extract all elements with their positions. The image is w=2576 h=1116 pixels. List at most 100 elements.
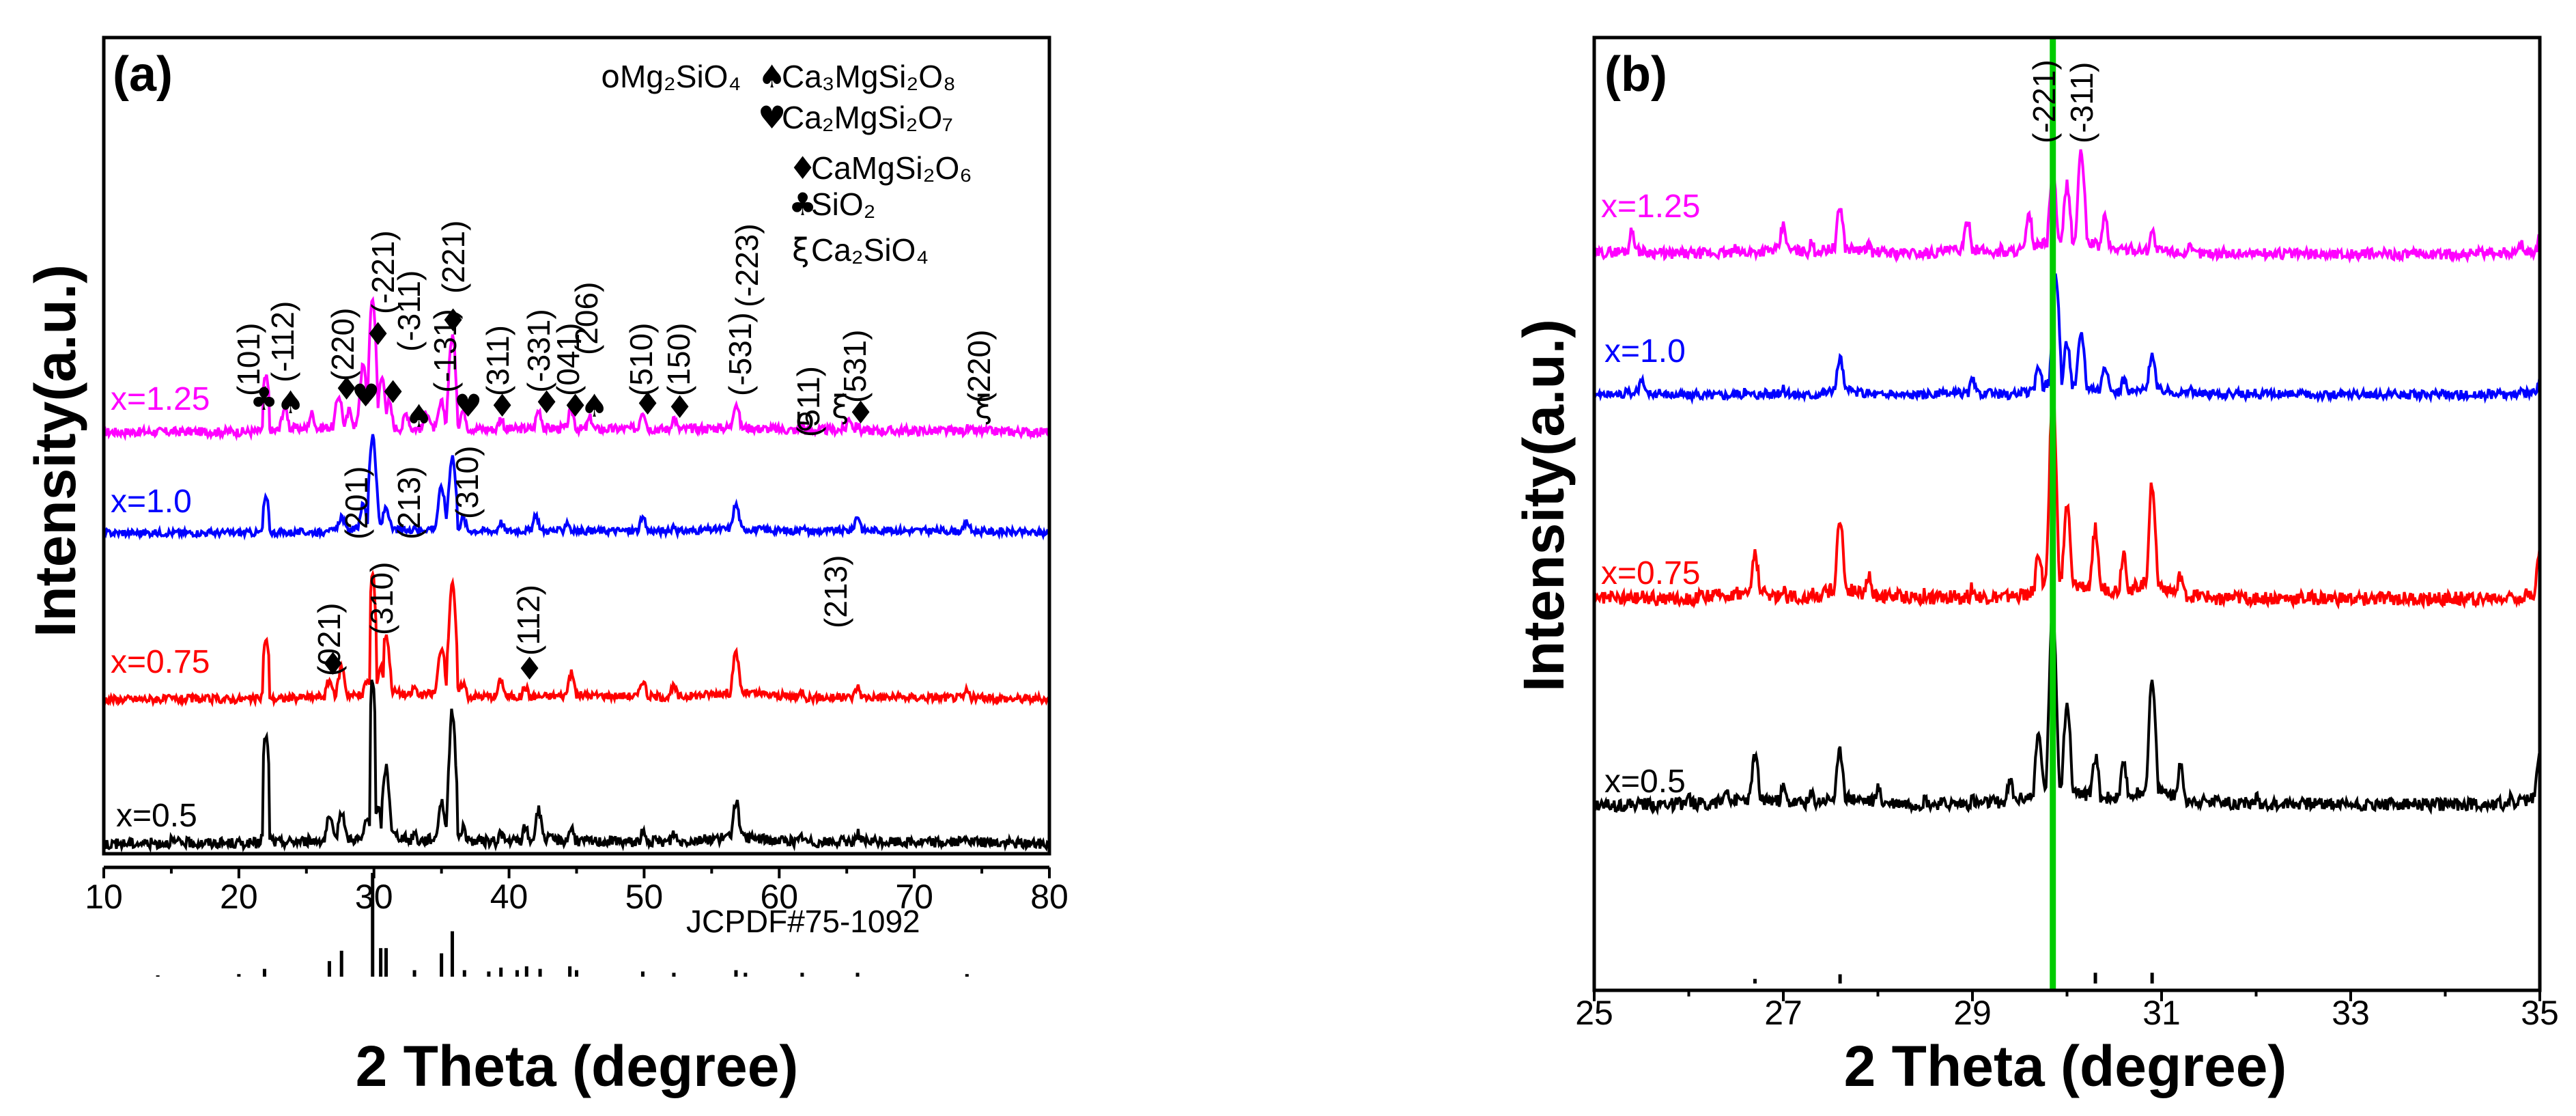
- x-tick-label: 35: [2521, 994, 2559, 1032]
- marker-camgsi2o6-l: ♦: [515, 650, 543, 687]
- peak-label-m223: (-223): [729, 223, 765, 307]
- marker-ca3mgsi2o8-c: ♠: [580, 387, 608, 424]
- panel-b-series-label-x1-25: x=1.25: [1601, 189, 1700, 225]
- x-tick-label: 27: [1764, 994, 1802, 1032]
- peak-label-021: (021): [311, 603, 347, 676]
- peak-label-m531: (-531): [722, 312, 758, 396]
- panel-b-label: (b): [1604, 47, 1667, 102]
- panel-a: 10 20 30 40 50 60 70 80 (a) 2 Theta (degree) In…: [23, 36, 1068, 1098]
- legend-text-ca2sio4: Ca₂SiO₄: [811, 232, 929, 268]
- series-label-x0-75: x=0.75: [111, 644, 210, 680]
- phase-legend: o Mg₂SiO₄ ♠ Ca₃MgSi₂O₈ ♥ Ca₂MgSi₂O₇ ♦ Ca…: [601, 58, 972, 268]
- marker-camgsi2o6-j: ♦: [847, 394, 875, 431]
- peak-label-206: (206): [569, 282, 604, 355]
- series-line-x-1-25: [103, 296, 1051, 442]
- panel-a-peak-labels: (101) (-112) (220) (-221) (-311) (-131) …: [231, 221, 997, 676]
- marker-ca3mgsi2o8-b: ♠: [405, 397, 433, 434]
- x-tick-label: 25: [1575, 994, 1613, 1032]
- x-tick-label: 70: [895, 878, 933, 916]
- series-label-x1-25: x=1.25: [111, 381, 210, 417]
- marker-ca2mgsi2o7-b: ♥: [454, 387, 482, 424]
- panel-b: 25 27 29 31 33 35 (b) 2 Theta (degree) Intens…: [1512, 36, 2559, 1098]
- marker-camgsi2o6-b: ♦: [364, 316, 392, 352]
- x-tick-label: 10: [85, 878, 123, 916]
- peak-label-112: (112): [511, 585, 546, 656]
- peak-label-150: (150): [661, 323, 696, 396]
- panel-b-x-ticks: 25 27 29 31 33 35: [1575, 990, 2559, 1032]
- reference-label-jcpdf: JCPDF#75-1092: [686, 904, 920, 939]
- panel-a-series: [102, 296, 1051, 854]
- panel-b-series-label-x0-75: x=0.75: [1601, 555, 1700, 591]
- x-tick-label: 30: [355, 878, 393, 916]
- x-tick-label: 40: [490, 878, 528, 916]
- x-tick-label: 80: [1030, 878, 1068, 916]
- panel-a-plot-frame: [102, 36, 1051, 856]
- series-line-x-1-0: [102, 434, 1051, 541]
- series-line-x-0-5: [102, 679, 1050, 854]
- panel-b-y-axis-title: Intensity(a.u.): [1512, 319, 1576, 692]
- peak-label-213: (213): [391, 466, 427, 540]
- legend-symbol-ca2mgsi2o7: ♥: [758, 99, 786, 136]
- peak-label-511: (511): [791, 366, 826, 437]
- panel-b-series-label-x0-5: x=0.5: [1604, 764, 1686, 800]
- legend-symbol-camgsi2o6: ♦: [789, 150, 817, 186]
- legend-text-ca2mgsi2o7: Ca₂MgSi₂O₇: [782, 100, 953, 135]
- panel-a-x-axis-title: 2 Theta (degree): [356, 1034, 799, 1098]
- panel-b-series: [1593, 149, 2541, 816]
- panel-b-x-axis-title: 2 Theta (degree): [1844, 1034, 2287, 1098]
- peak-label-213b: (213): [818, 555, 853, 628]
- x-tick-label: 31: [2142, 994, 2181, 1032]
- marker-camgsi2o6-f: ♦: [533, 384, 561, 421]
- panel-a-reference-sticks: [156, 873, 969, 977]
- x-tick-label: 20: [220, 878, 258, 916]
- legend-text-ca3mgsi2o8: Ca₃MgSi₂O₈: [782, 59, 956, 94]
- peak-label-220b: (220): [961, 330, 997, 403]
- marker-camgsi2o6: ♦: [332, 370, 360, 407]
- marker-camgsi2o6-i: ♦: [666, 389, 694, 426]
- series-line-x-0-75: [1594, 387, 2541, 610]
- series-label-x1-0: x=1.0: [111, 484, 192, 520]
- peak-label-311: (311): [480, 325, 515, 396]
- marker-camgsi2o6-c: ♦: [379, 374, 407, 410]
- marker-ca2sio4-b: ξ: [975, 389, 993, 426]
- panel-b-series-label-x1-0: x=1.0: [1604, 333, 1686, 369]
- marker-camgsi2o6-g: ♦: [561, 387, 589, 424]
- marker-ca2sio4: ξ: [832, 389, 849, 426]
- panel-a-y-axis-title: Intensity(a.u.): [23, 264, 87, 637]
- marker-camgsi2o6-k: ♦: [319, 645, 347, 682]
- peak-label-m311: (-311): [391, 270, 427, 352]
- x-tick-label: 33: [2332, 994, 2370, 1032]
- panel-a-x-ticks: 10 20 30 40 50 60 70 80: [85, 867, 1068, 916]
- peak-label-310b: (310): [364, 562, 399, 635]
- legend-symbol-ca3mgsi2o8: ♠: [758, 58, 786, 95]
- panel-b-reference-sticks: [1753, 955, 2542, 984]
- series-line-x-0-5: [1593, 608, 2541, 816]
- marker-camgsi2o6-d: ♦: [439, 302, 467, 339]
- x-tick-label: 60: [760, 878, 798, 916]
- marker-ca3mgsi2o8: ♠: [277, 384, 305, 421]
- series-line-x-0-75: [102, 570, 1050, 708]
- peak-label-m131: (-131): [427, 309, 463, 393]
- peak-label-220: (220): [325, 308, 360, 381]
- peak-label-510: (510): [623, 323, 659, 396]
- x-tick-label: 50: [625, 878, 664, 916]
- x-tick-label: 29: [1953, 994, 1992, 1032]
- panel-b-peak-label-m221: (-221): [2026, 59, 2062, 143]
- legend-text-sio2: SiO₂: [811, 186, 876, 222]
- peak-label-221: (221): [436, 221, 471, 294]
- series-label-x0-5: x=0.5: [116, 798, 197, 834]
- peak-label-201: (201): [339, 466, 374, 540]
- legend-text-camgsi2o6: CaMgSi₂O₆: [811, 150, 972, 186]
- panel-a-label: (a): [113, 47, 173, 102]
- marker-sio2: ♣: [250, 380, 278, 417]
- peak-label-m112: (-112): [265, 301, 300, 382]
- peak-label-101: (101): [231, 323, 266, 396]
- legend-symbol-mg2sio4: o: [601, 58, 620, 95]
- marker-ca2mgsi2o7: ♥: [352, 377, 380, 414]
- marker-mg2sio4: o: [795, 401, 815, 438]
- legend-symbol-ca2sio4: ξ: [792, 232, 810, 268]
- panel-a-phase-markers: ♣ ♠ ♦ ♥ ♦ ♠ ♦ ♥ ♦ ♦ ♦ ♠ ♦ ♦ ♦ o ξ ♦ ξ ♦ …: [250, 302, 993, 687]
- peak-label-041: (041): [550, 323, 586, 396]
- legend-symbol-sio2: ♣: [789, 186, 817, 223]
